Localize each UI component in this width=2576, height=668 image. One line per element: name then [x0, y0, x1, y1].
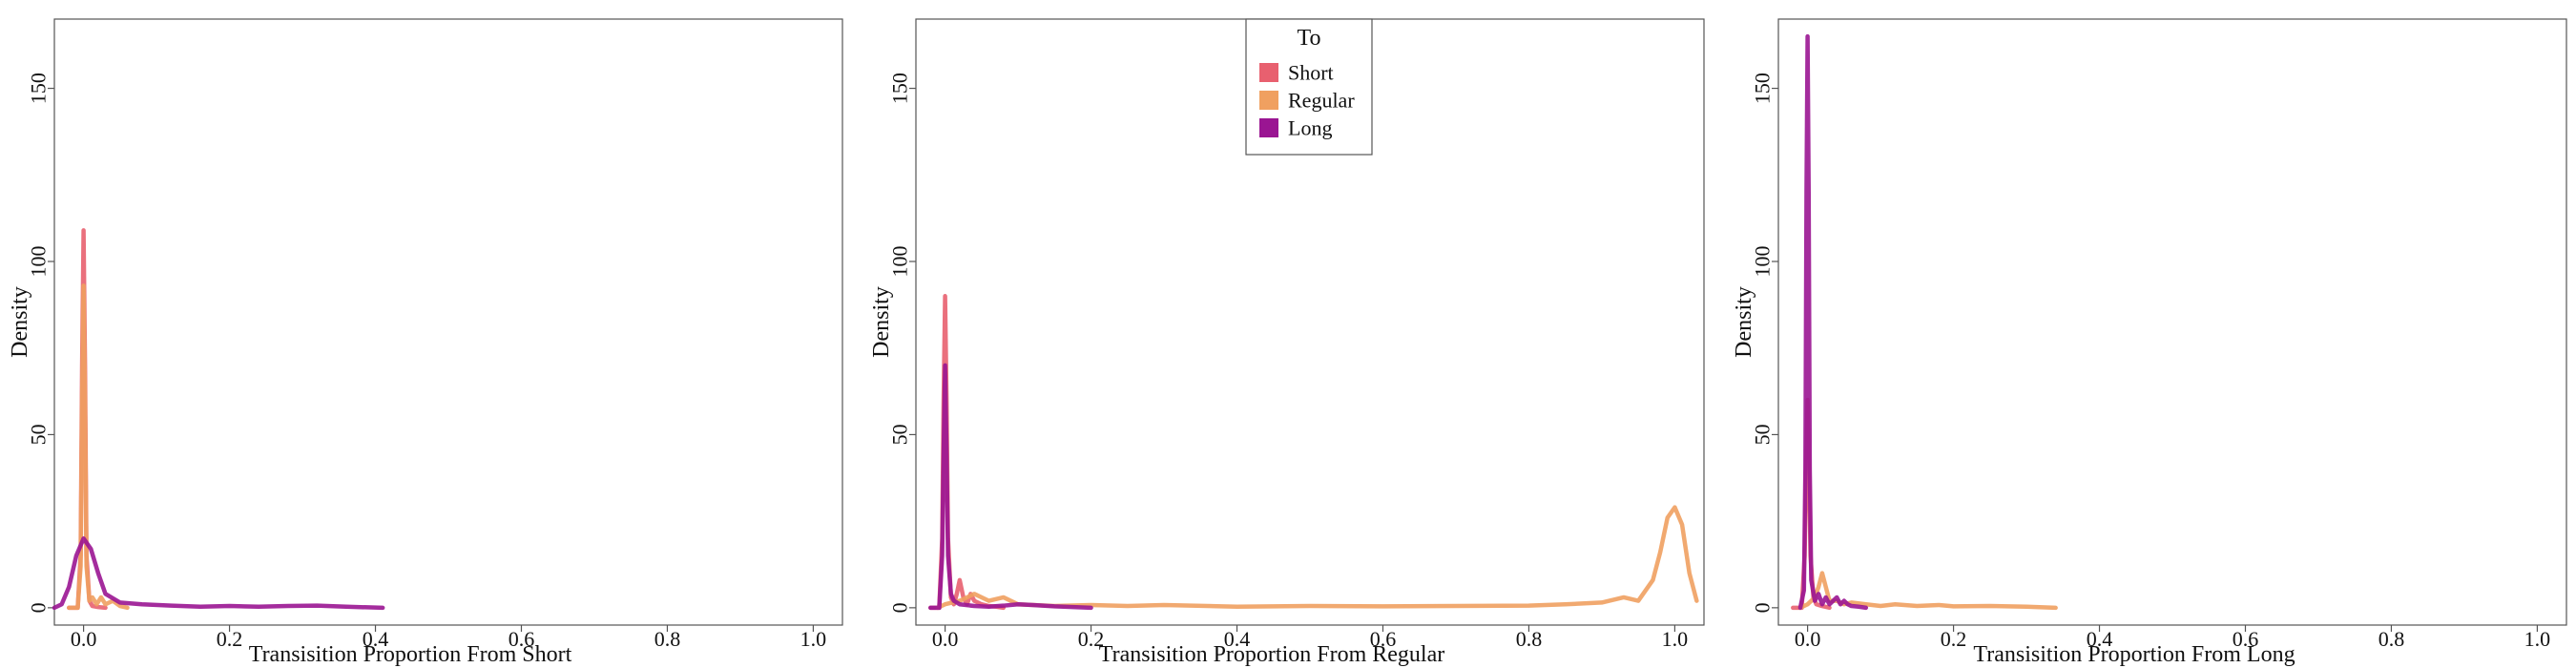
density-line-long: [52, 536, 385, 611]
y-tick-label: 0: [888, 602, 912, 613]
y-tick-label: 150: [888, 73, 912, 104]
y-tick-label: 50: [1751, 424, 1775, 445]
x-tick-label: 0.2: [217, 627, 243, 651]
legend-swatch-long: [1259, 118, 1278, 137]
x-tick-label: 1.0: [800, 627, 827, 651]
y-axis-title: Density: [8, 286, 32, 358]
density-line-long: [928, 363, 1093, 611]
chart-panel-3: 0.0 0.2 0.4 0.6 0.8 1.0 0 50 100 150 Transisition …: [1732, 18, 2567, 667]
x-tick-label: 0.8: [1516, 627, 1543, 651]
y-tick-label: 100: [1751, 246, 1775, 278]
legend-title: To: [1298, 26, 1321, 51]
y-tick-label: 150: [1751, 73, 1775, 104]
legend-label-regular: Regular: [1288, 89, 1355, 113]
legend-label-short: Short: [1288, 61, 1334, 85]
plot-frame: [1777, 18, 2567, 626]
legend-label-long: Long: [1288, 116, 1332, 140]
density-line-long: [1797, 33, 1869, 611]
y-tick-label: 50: [27, 424, 51, 445]
x-tick-label: 0.2: [1941, 627, 1967, 651]
x-tick-label: 0.6: [2233, 627, 2259, 651]
x-tick-label: 0.2: [1078, 627, 1105, 651]
y-tick-label: 100: [27, 246, 51, 278]
y-tick-label: 0: [27, 602, 51, 613]
y-tick-label: 50: [888, 424, 912, 445]
legend-swatch-regular: [1259, 91, 1278, 110]
x-tick-label: 1.0: [1662, 627, 1689, 651]
x-axis-title: Transisition Proportion From Regular: [1099, 642, 1444, 667]
x-tick-label: 0.6: [1370, 627, 1397, 651]
x-tick-label: 1.0: [2524, 627, 2551, 651]
legend: To Short Regular Long: [1245, 18, 1373, 156]
y-tick-label: 150: [27, 73, 51, 104]
y-tick-label: 0: [1751, 602, 1775, 613]
chart-panel-2: 0.0 0.2 0.4 0.6 0.8 1.0 0 50 100 150 Transisition …: [869, 18, 1705, 667]
y-axis-title: Density: [1732, 286, 1756, 358]
x-tick-label: 0.4: [2087, 627, 2113, 651]
x-tick-label: 0.0: [1795, 627, 1821, 651]
x-tick-label: 0.4: [363, 627, 389, 651]
density-line-regular: [67, 283, 130, 611]
plot-frame: [53, 18, 843, 626]
x-axis-title: Transisition Proportion From Short: [249, 642, 572, 667]
x-axis-title: Transisition Proportion From Long: [1973, 642, 2295, 667]
y-axis-title: Density: [869, 286, 894, 358]
x-tick-label: 0.8: [654, 627, 681, 651]
x-tick-label: 0.0: [71, 627, 97, 651]
x-tick-label: 0.0: [932, 627, 959, 651]
chart-panel-1: 0.0 0.2 0.4 0.6 0.8 1.0 0 50 100 150 Transisition …: [8, 18, 843, 667]
density-line-regular: [935, 505, 1699, 611]
x-tick-label: 0.4: [1224, 627, 1251, 651]
y-tick-label: 100: [888, 246, 912, 278]
legend-swatch-short: [1259, 63, 1278, 82]
x-tick-label: 0.6: [509, 627, 535, 651]
x-tick-label: 0.8: [2379, 627, 2405, 651]
